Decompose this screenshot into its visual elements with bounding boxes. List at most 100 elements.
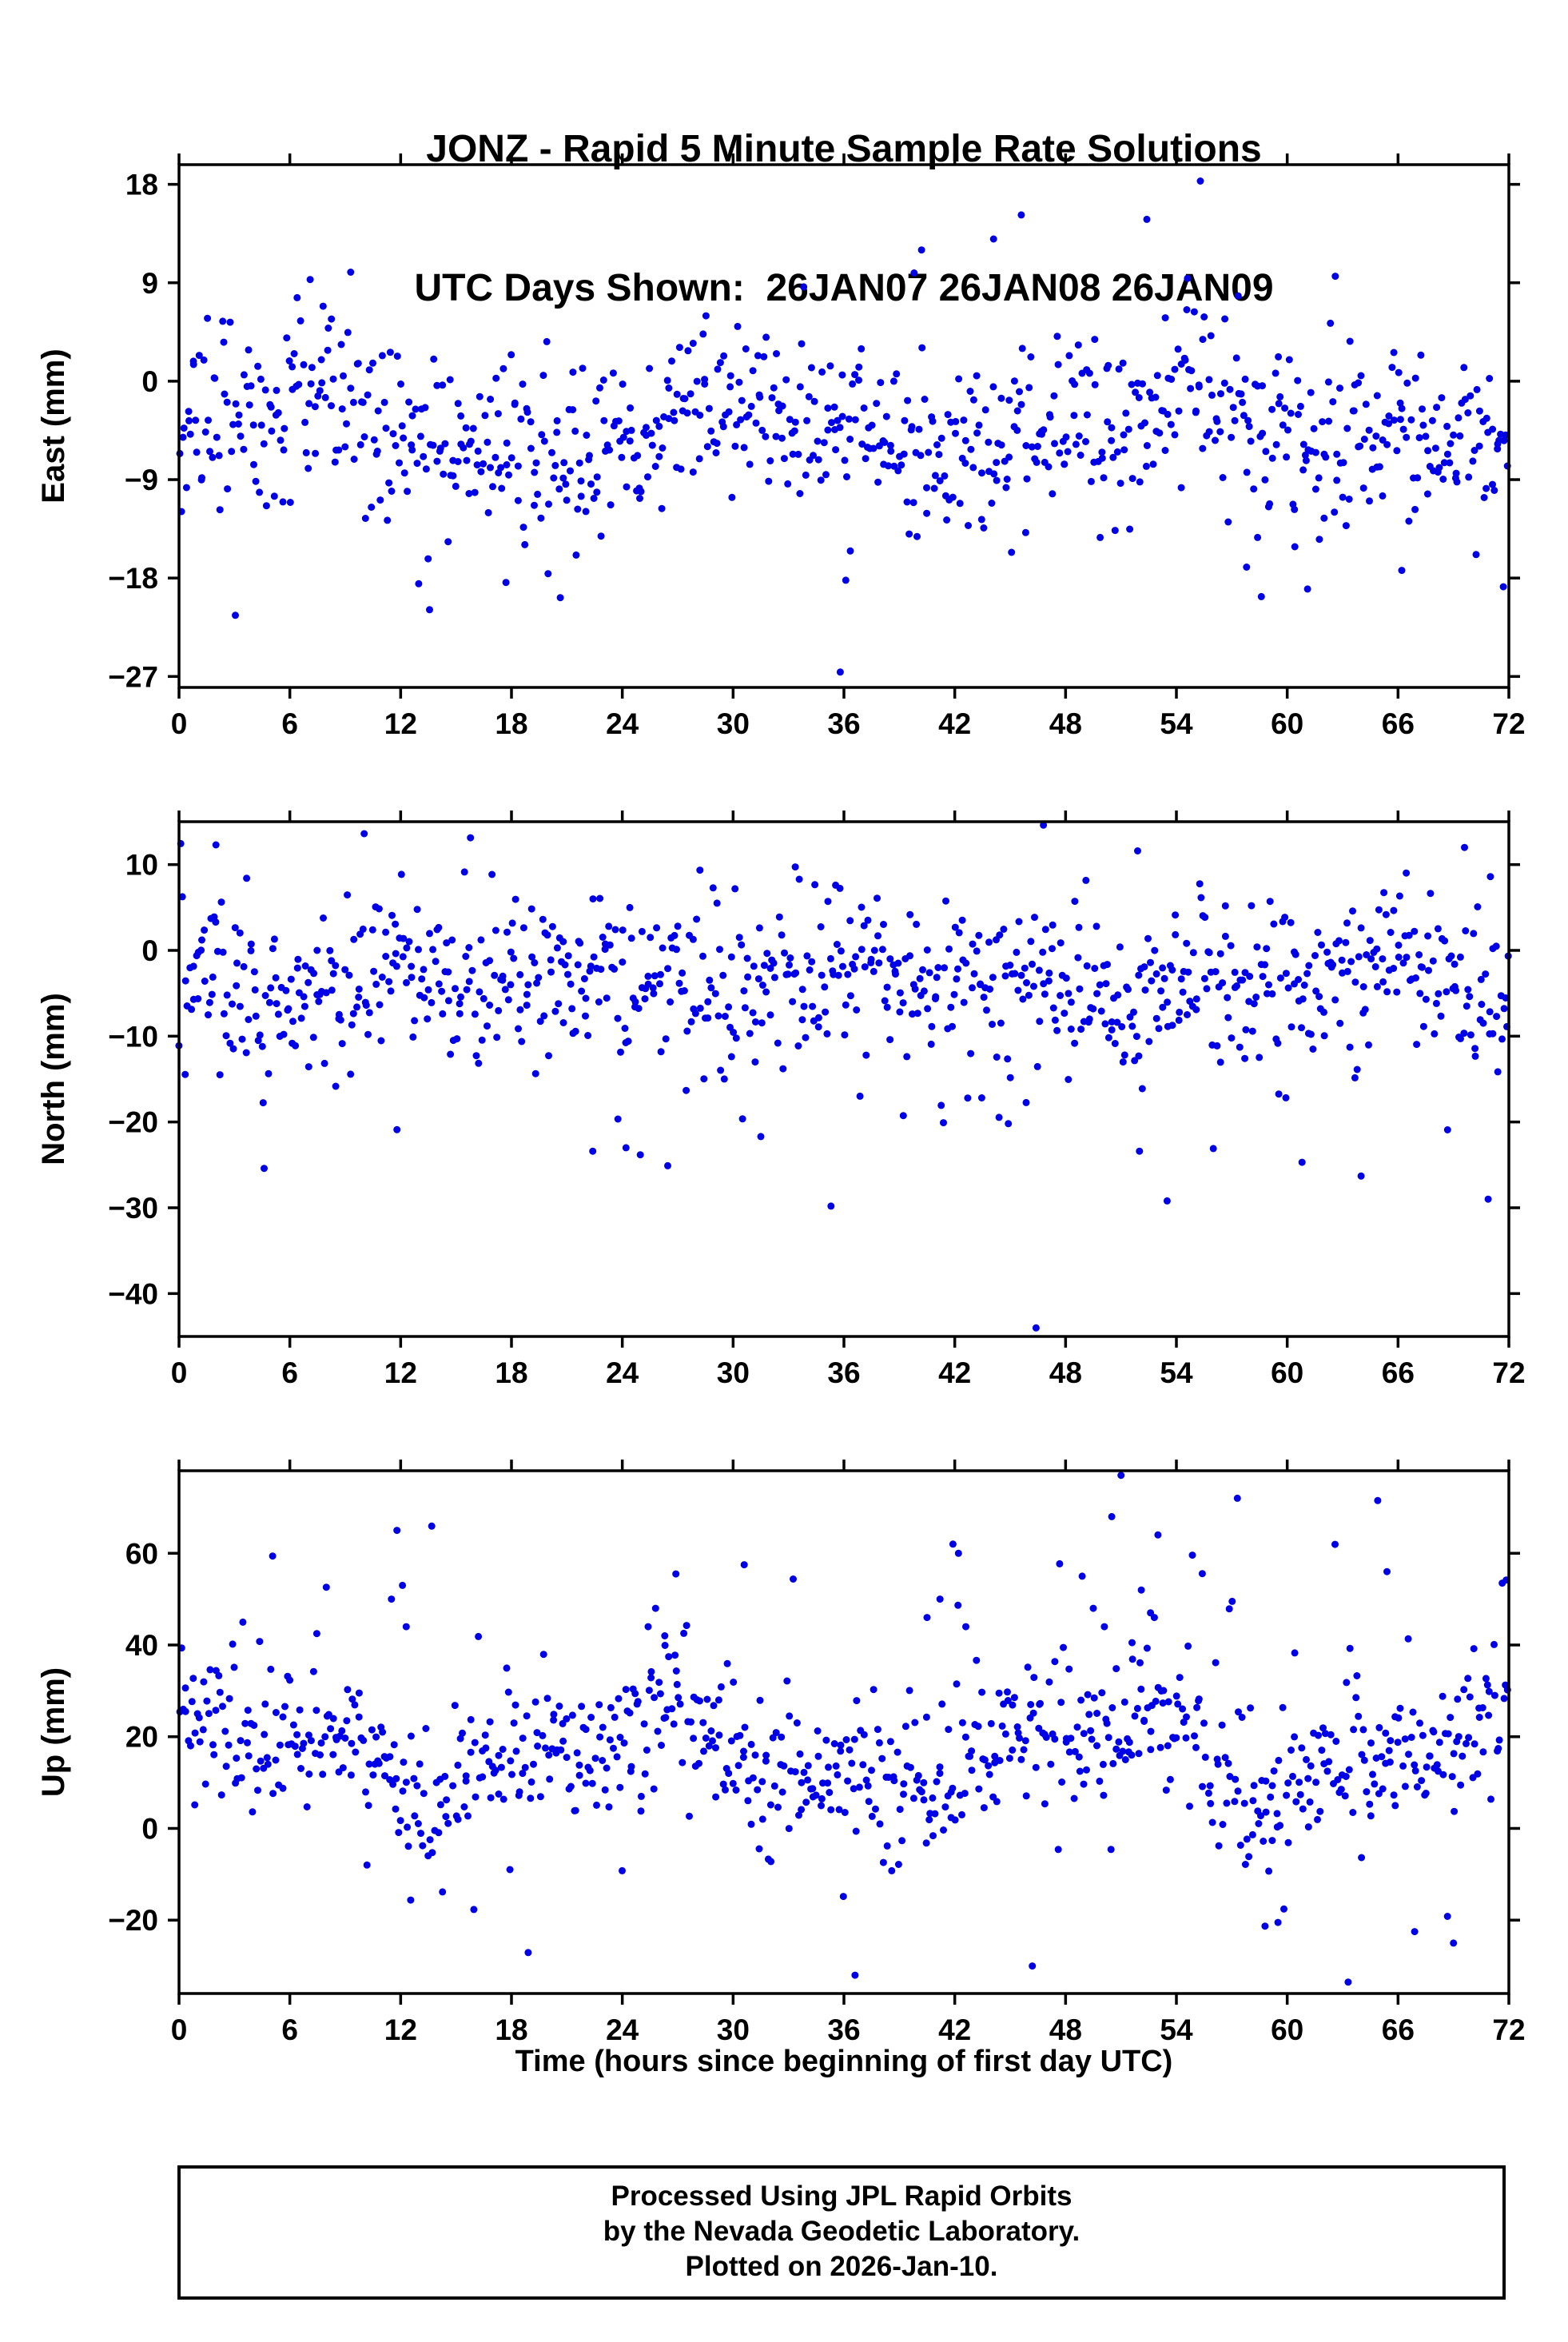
data-point [1207, 1799, 1215, 1807]
data-point [659, 944, 667, 952]
data-point [555, 485, 563, 493]
data-point [1241, 1861, 1249, 1868]
data-point [1371, 1780, 1379, 1788]
data-point [539, 372, 547, 380]
data-point [1067, 1026, 1075, 1033]
data-point [503, 439, 511, 447]
data-point [740, 444, 748, 452]
data-point [583, 432, 591, 439]
data-point [1205, 428, 1213, 436]
data-point [1088, 1735, 1096, 1743]
data-point [1391, 1802, 1399, 1810]
data-point [256, 1638, 264, 1646]
data-point [883, 1842, 891, 1850]
data-point [575, 1761, 583, 1769]
data-point [896, 989, 904, 997]
data-point [740, 987, 748, 995]
data-point [341, 443, 349, 451]
data-point [544, 570, 552, 578]
data-point [254, 1786, 261, 1794]
data-point [1261, 961, 1269, 969]
data-point [822, 1008, 830, 1016]
data-point [755, 1845, 763, 1853]
data-point [1096, 533, 1104, 541]
data-point [844, 970, 852, 978]
data-point [1245, 423, 1253, 431]
data-point [1176, 1674, 1184, 1682]
data-point [1353, 1672, 1361, 1679]
data-point [739, 1754, 747, 1761]
data-point [846, 917, 854, 925]
data-point [1388, 364, 1396, 372]
data-point [205, 416, 212, 424]
data-point [1219, 979, 1227, 987]
data-point [653, 924, 661, 932]
data-point [1350, 1726, 1358, 1734]
data-point [393, 352, 401, 360]
data-point [626, 437, 634, 445]
data-point [511, 400, 519, 408]
data-point [1041, 1800, 1049, 1808]
data-point [689, 468, 697, 476]
data-point [638, 927, 646, 935]
data-point [894, 1861, 902, 1868]
data-point [1257, 592, 1265, 600]
data-point [607, 501, 615, 509]
data-point [1183, 939, 1191, 947]
data-point [997, 441, 1005, 449]
data-point [286, 499, 294, 506]
data-point [807, 364, 815, 372]
data-point [730, 1679, 738, 1686]
data-point [435, 980, 443, 988]
data-point [1160, 974, 1168, 982]
data-point [285, 1005, 293, 1013]
data-point [817, 476, 825, 484]
data-point [242, 1049, 250, 1057]
data-point [818, 1802, 825, 1810]
data-point [320, 1059, 328, 1067]
data-point [1221, 932, 1229, 940]
data-point [875, 959, 883, 967]
data-point [396, 1817, 404, 1825]
data-point [386, 1753, 394, 1761]
data-point [1486, 375, 1494, 382]
data-point [1366, 1800, 1374, 1808]
data-point [261, 386, 269, 394]
data-point [644, 980, 652, 988]
data-point [937, 1101, 945, 1109]
data-point [671, 931, 679, 939]
data-point [1321, 1730, 1329, 1738]
data-point [1098, 448, 1106, 456]
x-tick-label: 72 [1492, 1356, 1525, 1389]
data-point [949, 1540, 957, 1548]
data-point [1431, 444, 1439, 452]
data-point [486, 957, 494, 965]
data-point [720, 352, 728, 360]
data-point [443, 939, 451, 947]
data-point [426, 606, 433, 614]
data-point [901, 1723, 909, 1731]
data-point [1172, 1692, 1180, 1700]
data-point [1209, 1145, 1217, 1153]
data-point [870, 967, 878, 975]
data-point [1457, 1034, 1464, 1042]
data-point [1419, 963, 1426, 971]
data-point [709, 884, 717, 892]
data-point [463, 456, 471, 464]
data-point [834, 971, 842, 979]
data-point [286, 1676, 294, 1684]
data-point [389, 430, 397, 438]
data-point [825, 1763, 832, 1771]
data-point [703, 1695, 711, 1703]
data-point [287, 975, 295, 983]
data-point [882, 412, 890, 420]
data-point [839, 962, 846, 970]
data-point [846, 992, 854, 1000]
data-point [283, 334, 291, 342]
data-point [508, 919, 516, 927]
data-point [518, 1038, 526, 1046]
data-point [399, 953, 407, 961]
data-point [985, 438, 993, 446]
data-point [710, 1702, 718, 1710]
data-point [1485, 1711, 1493, 1719]
